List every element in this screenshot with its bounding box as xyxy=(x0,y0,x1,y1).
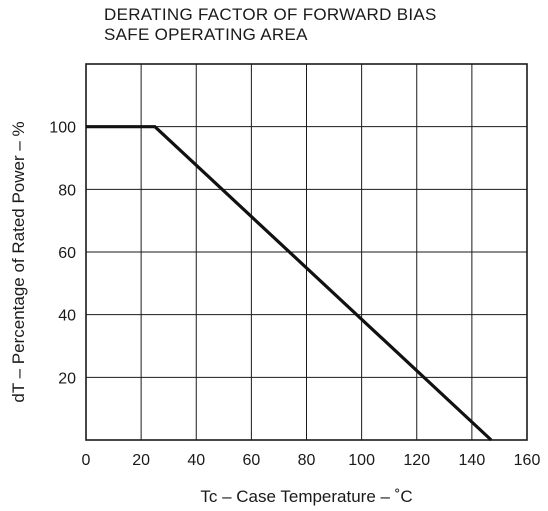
y-tick-label: 80 xyxy=(58,182,76,199)
tick-labels: 0 20 40 60 80 100 120 140 160 20 40 60 80 100 xyxy=(49,120,540,469)
x-tick-label: 120 xyxy=(403,452,430,469)
y-tick-label: 60 xyxy=(58,245,76,262)
x-tick-label: 140 xyxy=(459,452,486,469)
x-tick-label: 20 xyxy=(132,452,150,469)
y-tick-label: 20 xyxy=(58,370,76,387)
x-tick-label: 0 xyxy=(82,452,91,469)
x-tick-label: 100 xyxy=(348,452,375,469)
y-tick-label: 40 xyxy=(58,308,76,325)
y-tick-label: 100 xyxy=(49,120,76,137)
chart-title-line-1: DERATING FACTOR OF FORWARD BIAS xyxy=(104,5,437,24)
plot-frame xyxy=(85,63,528,441)
series xyxy=(86,125,493,442)
derating-line xyxy=(86,125,493,442)
grid xyxy=(86,64,527,440)
x-tick-label: 60 xyxy=(242,452,260,469)
chart-title-line-2: SAFE OPERATING AREA xyxy=(104,25,308,44)
x-tick-label: 80 xyxy=(298,452,316,469)
y-axis-label: dT – Percentage of Rated Power – % xyxy=(9,121,28,402)
x-tick-label: 40 xyxy=(187,452,205,469)
x-axis-label: Tc – Case Temperature – ˚C xyxy=(200,487,412,506)
x-tick-label: 160 xyxy=(514,452,541,469)
